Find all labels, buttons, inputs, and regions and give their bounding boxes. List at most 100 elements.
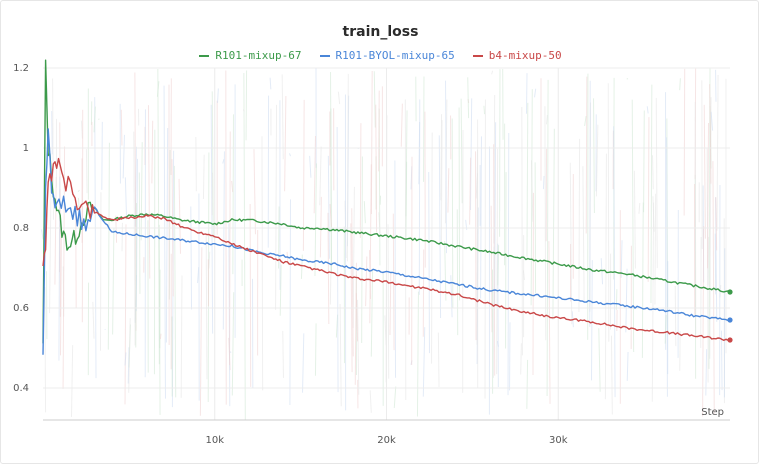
noise-line [357, 299, 360, 395]
noise-line [604, 153, 607, 400]
noise-line [190, 206, 193, 310]
noise-line [655, 97, 658, 269]
noise-line [51, 110, 53, 155]
legend-item-series-0[interactable]: R101-mixup-67 [199, 49, 302, 62]
legend-item-series-2[interactable]: b4-mixup-50 [472, 49, 562, 62]
noise-line [180, 275, 183, 398]
noise-line [309, 155, 312, 178]
noise-line [600, 258, 604, 285]
noise-line [369, 250, 371, 299]
noise-line [496, 340, 499, 347]
noise-line [300, 254, 303, 279]
noise-line [625, 268, 628, 333]
noise-line [438, 135, 442, 318]
noise-line [507, 132, 510, 396]
noise-line [93, 106, 96, 133]
noise-line [327, 212, 330, 324]
noise-line [327, 155, 330, 259]
noise-line [626, 351, 629, 381]
noise-line [652, 196, 655, 232]
noise-line [314, 323, 317, 376]
noise-line [437, 332, 440, 388]
noise-line [135, 202, 137, 348]
noise-line [483, 105, 486, 115]
noise-line [138, 172, 141, 294]
noise-line [211, 91, 214, 238]
noise-line [716, 74, 719, 231]
x-tick-label-1: 20k [377, 435, 396, 446]
noise-line [694, 101, 697, 335]
noise-line [705, 349, 708, 396]
noise-line [373, 71, 376, 128]
noise-line [229, 131, 231, 366]
noise-line [544, 106, 547, 341]
noise-line [112, 227, 115, 335]
noise-line [707, 123, 710, 269]
noise-line [530, 160, 534, 222]
noise-line [120, 109, 123, 146]
noise-line [393, 386, 397, 408]
grid-layer [43, 67, 730, 421]
noise-line [217, 88, 219, 103]
noise-line [400, 103, 403, 147]
noise-line [54, 177, 57, 285]
noise-line [363, 201, 366, 224]
noise-line [428, 171, 430, 354]
noise-line [124, 177, 128, 220]
noise-line [416, 291, 419, 417]
noise-line [405, 161, 408, 240]
noise-line [582, 166, 585, 302]
noise-line [302, 99, 305, 251]
series-line-2 [42, 157, 731, 341]
noise-line [521, 107, 523, 356]
noise-line [491, 70, 494, 75]
legend-item-series-1[interactable]: R101-BYOL-mixup-65 [319, 49, 455, 62]
noise-line [165, 128, 169, 343]
noise-line [702, 226, 705, 417]
noise-line [490, 205, 493, 333]
noise-line [41, 229, 44, 240]
noise-line [595, 124, 599, 197]
noise-line [525, 73, 528, 114]
noise-line [85, 149, 88, 194]
noise-line [124, 224, 127, 405]
noise-line [584, 116, 587, 127]
legend-label-1: R101-BYOL-mixup-65 [335, 49, 455, 62]
legend-swatch-1 [319, 54, 330, 57]
noise-line [542, 175, 545, 190]
noise-line [59, 237, 62, 356]
noise-line [703, 104, 706, 239]
noise-line [352, 186, 355, 329]
noise-line [545, 114, 548, 125]
noise-line [591, 260, 593, 381]
noise-line [77, 189, 80, 193]
noise-line [641, 202, 644, 358]
noise-line [94, 97, 97, 379]
noise-line [147, 105, 151, 279]
noise-line [289, 153, 291, 157]
noise-line [269, 77, 272, 90]
noise-line [598, 328, 601, 392]
noise-line [243, 72, 246, 420]
x-tick-label-0: 10k [205, 435, 224, 446]
noise-line [534, 88, 537, 98]
noise-line [282, 330, 284, 378]
series-end-point-0 [727, 289, 733, 295]
y-tick-label-3: 1 [23, 143, 29, 154]
series-layer [42, 59, 733, 355]
y-tick-label-1: 0.6 [13, 303, 29, 314]
noise-line [178, 178, 181, 254]
noise-line [593, 98, 595, 214]
series-end-point-1 [727, 317, 733, 323]
noise-line [370, 269, 374, 357]
noise-line [122, 134, 125, 179]
noise-line [447, 168, 450, 213]
noise-line [231, 292, 235, 396]
noise-line [451, 118, 454, 308]
noise-line [378, 212, 381, 234]
noise-line [480, 136, 482, 299]
noise-line [361, 156, 363, 344]
noise-line [157, 69, 160, 365]
noise-line [607, 83, 610, 342]
noise-line [526, 359, 529, 409]
